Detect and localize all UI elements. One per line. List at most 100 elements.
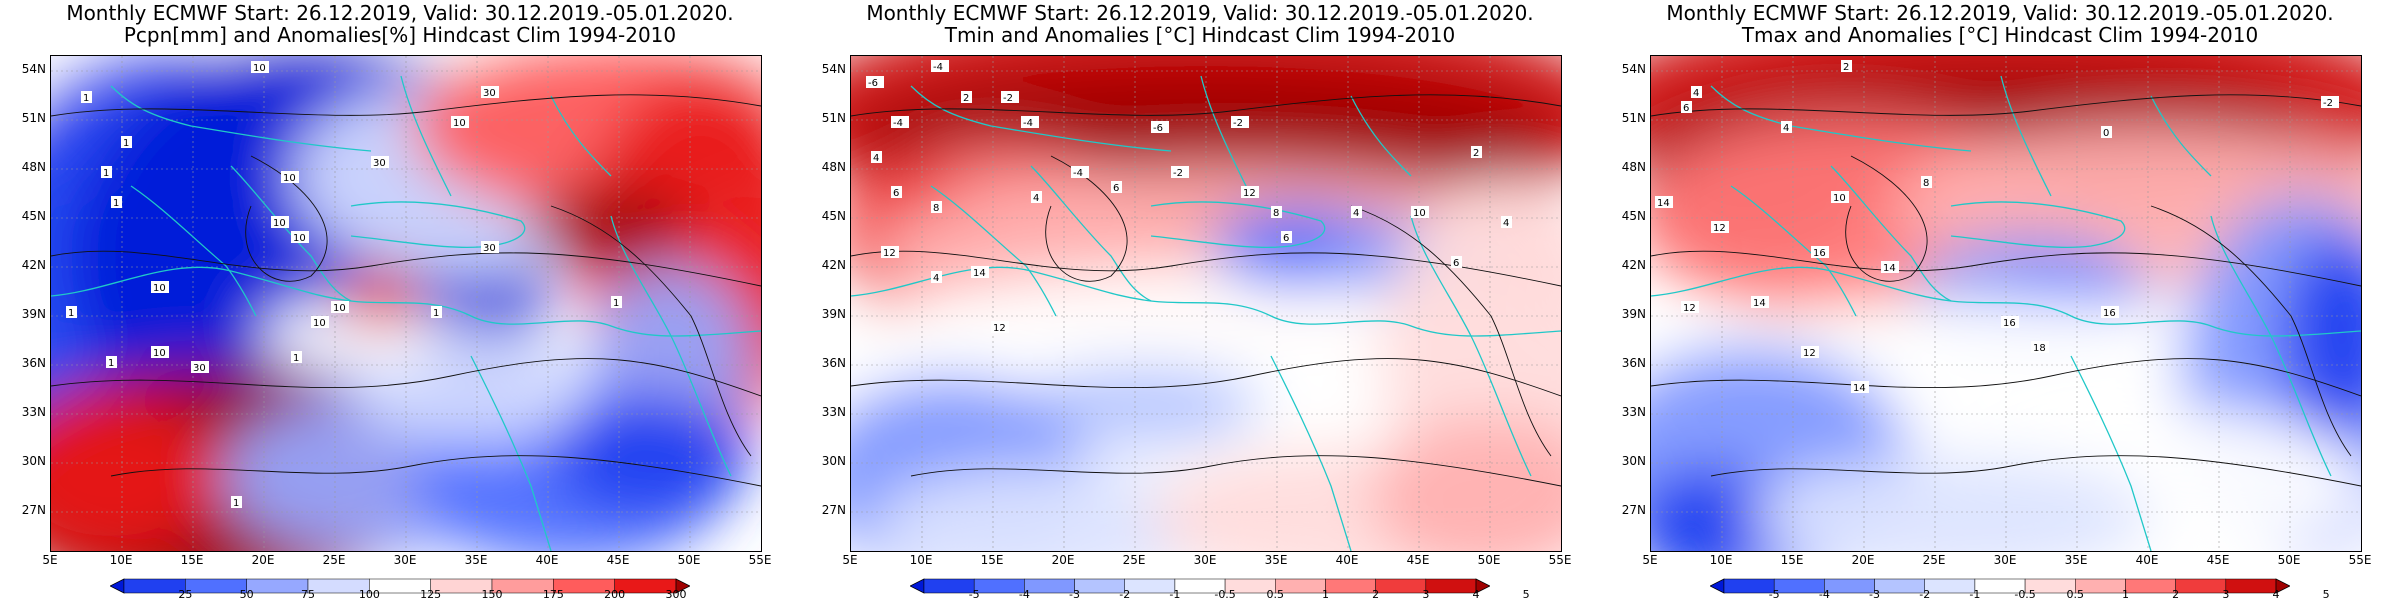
colorbar-tick-label: -0.5: [2014, 588, 2036, 601]
lon-tick-label: 45E: [1406, 553, 1430, 567]
lon-tick-label: 5E: [42, 553, 58, 567]
contour-label: 4: [871, 151, 882, 164]
svg-text:2: 2: [963, 93, 969, 104]
colorbar-arrow-left: [910, 578, 925, 594]
contour-label: 12: [1681, 301, 1699, 314]
contour-label: 14: [1751, 296, 1769, 309]
lon-tick-label: 15E: [980, 553, 1004, 567]
lat-tick-label: 36N: [821, 356, 846, 370]
contour-label: 16: [1811, 246, 1829, 259]
lon-tick-label: 20E: [251, 553, 275, 567]
lon-tick-label: 5E: [842, 553, 858, 567]
anomaly-field-svg: -4 2 -6 -4 -2 -4 -6 -2 4 6 8 -4 -2 6 4 12 4 14 12 12 8 6 4 10 2 4…: [851, 56, 1561, 551]
lon-tick-label: 40E: [2135, 553, 2159, 567]
svg-text:4: 4: [1783, 123, 1789, 134]
lat-tick-label: 30N: [821, 454, 846, 468]
lat-tick-label: 36N: [21, 356, 46, 370]
svg-text:1: 1: [293, 353, 299, 364]
svg-text:8: 8: [933, 203, 939, 214]
lon-tick-label: 45E: [2206, 553, 2230, 567]
lat-tick-label: 42N: [21, 258, 46, 272]
colorbar-arrow-left: [110, 578, 125, 594]
colorbar-tick-label: 3: [2222, 588, 2230, 601]
svg-text:10: 10: [153, 348, 166, 359]
panel-tmax: Monthly ECMWF Start: 26.12.2019, Valid: …: [1600, 0, 2400, 601]
lon-tick-label: 40E: [535, 553, 559, 567]
contour-label: 4: [1691, 86, 1702, 99]
svg-text:10: 10: [253, 63, 266, 74]
lon-tick-label: 10E: [109, 553, 133, 567]
lat-tick-label: 45N: [21, 209, 46, 223]
coastlines: [51, 75, 761, 551]
colorbar-tick-label: -1: [1969, 588, 1981, 601]
colorbar-tick-label: 50: [239, 588, 254, 601]
svg-text:1: 1: [103, 168, 109, 179]
svg-text:6: 6: [1453, 258, 1459, 269]
colorbar-arrow-right: [675, 578, 690, 594]
svg-text:1: 1: [108, 358, 114, 369]
svg-text:12: 12: [1803, 348, 1816, 359]
lon-tick-label: 15E: [180, 553, 204, 567]
colorbar-tick-label: 200: [604, 588, 626, 601]
contour-label: 30: [371, 156, 389, 169]
svg-text:6: 6: [1683, 103, 1689, 114]
svg-text:8: 8: [1273, 208, 1279, 219]
contour-label: 1: [81, 91, 92, 104]
anomaly-field-svg: 10 1 1 1 1 10 30 10 10 10 1 10 30 10 30 1 1 10 30 1 1 10 1: [51, 56, 761, 551]
contour-label: 14: [971, 266, 989, 279]
colorbar-arrow-right: [2275, 578, 2290, 594]
svg-text:1: 1: [68, 308, 74, 319]
svg-text:16: 16: [2103, 308, 2116, 319]
svg-text:30: 30: [483, 88, 496, 99]
svg-text:0: 0: [2103, 128, 2109, 139]
contour-label: 30: [481, 241, 499, 254]
contour-label: 10: [331, 301, 349, 314]
lat-tick-label: 27N: [21, 503, 46, 517]
lon-tick-label: 30E: [1993, 553, 2017, 567]
svg-text:1: 1: [233, 498, 239, 509]
contour-label: 4: [931, 271, 942, 284]
map-area: 2 4 -2 6 4 0 8 10 14 12 16 14 12 14 16 18 12 14 16: [1650, 55, 2362, 552]
colorbar-arrow-left: [1710, 578, 1725, 594]
panel-title-line2: Tmax and Anomalies [°C] Hindcast Clim 19…: [1741, 23, 2259, 47]
lat-tick-label: 48N: [1621, 160, 1646, 174]
lat-tick-label: 51N: [1621, 111, 1646, 125]
svg-text:4: 4: [933, 273, 939, 284]
lat-tick-label: 45N: [1621, 209, 1646, 223]
contour-label: 10: [281, 171, 299, 184]
lon-tick-label: 25E: [322, 553, 346, 567]
svg-text:10: 10: [273, 218, 286, 229]
colorbar-tick-label: 0.5: [2066, 588, 2085, 601]
contour-label: 1: [431, 306, 442, 319]
contour-label: 1: [66, 306, 77, 319]
svg-text:-4: -4: [893, 118, 903, 129]
colorbar: [110, 578, 690, 594]
contour-label: 14: [1655, 196, 1673, 209]
gridlines: [51, 56, 761, 551]
panel-title-line1: Monthly ECMWF Start: 26.12.2019, Valid: …: [866, 1, 1534, 25]
svg-text:-4: -4: [1073, 168, 1083, 179]
anomaly-region: [341, 266, 421, 326]
svg-text:1: 1: [433, 308, 439, 319]
contour-label: 10: [151, 281, 169, 294]
svg-text:1: 1: [123, 138, 129, 149]
contour-label: 0: [2101, 126, 2112, 139]
colorbar-tick-label: 1: [2121, 588, 2129, 601]
contour-label: 6: [1681, 101, 1692, 114]
svg-text:12: 12: [883, 248, 896, 259]
svg-text:14: 14: [1657, 198, 1670, 209]
lon-tick-label: 50E: [1477, 553, 1501, 567]
svg-text:1: 1: [83, 93, 89, 104]
lon-tick-label: 35E: [2064, 553, 2088, 567]
contour-label: 1: [611, 296, 622, 309]
svg-text:6: 6: [1113, 183, 1119, 194]
panel-pcpn: Monthly ECMWF Start: 26.12.2019, Valid: …: [0, 0, 800, 601]
map-area: -4 2 -6 -4 -2 -4 -6 -2 4 6 8 -4 -2 6 4 12 4 14 12 12 8 6 4 10 2 4…: [850, 55, 1562, 552]
lon-tick-label: 30E: [1193, 553, 1217, 567]
contour-label: 12: [881, 246, 899, 259]
svg-text:10: 10: [293, 233, 306, 244]
contour-label: 16: [2101, 306, 2119, 319]
contour-label: 4: [1031, 191, 1042, 204]
colorbar-tick-label: -1: [1169, 588, 1181, 601]
